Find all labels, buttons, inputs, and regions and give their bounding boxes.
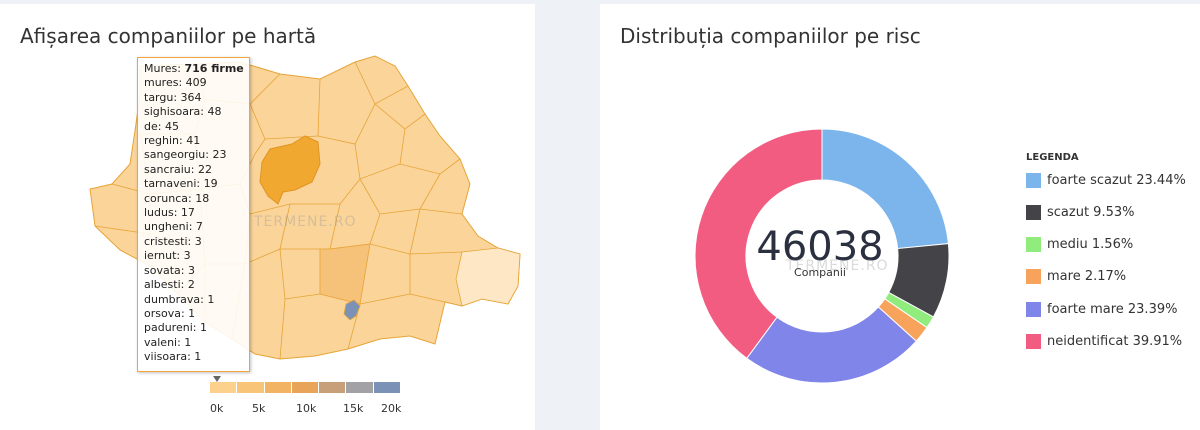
legend-label: foarte scazut 23.44% — [1047, 172, 1186, 188]
scale-segment — [210, 382, 238, 393]
legend-label: neidentificat 39.91% — [1047, 334, 1183, 349]
legend-label: mare 2.17% — [1047, 269, 1127, 285]
tooltip-total: 716 firme — [184, 62, 244, 75]
risk-donut-chart[interactable] — [600, 4, 1200, 430]
legend-swatch — [1026, 204, 1041, 220]
scale-segment — [319, 382, 347, 393]
region-medium-1[interactable] — [319, 243, 371, 305]
legend-swatch — [1026, 269, 1041, 285]
legend-title: LEGENDA — [1026, 152, 1079, 163]
color-scale — [210, 382, 400, 393]
tooltip-row: albesti: 2 — [144, 278, 195, 292]
map-watermark: TERMENE.RO — [254, 214, 357, 230]
scale-label: 20k — [381, 402, 402, 415]
tooltip-row: sancraiu: 22 — [144, 162, 212, 176]
legend-item-mediu[interactable]: mediu 1.56% — [1026, 237, 1133, 253]
tooltip-row: ungheni: 7 — [144, 220, 203, 234]
legend-swatch — [1026, 237, 1041, 253]
legend-item-foarte-mare[interactable]: foarte mare 23.39% — [1026, 301, 1177, 317]
tooltip-row: tarnaveni: 19 — [144, 177, 218, 191]
tooltip-row: padureni: 1 — [144, 321, 207, 335]
risk-panel-title: Distribuția companiilor pe risc — [620, 24, 921, 48]
donut-slice-neidentificat[interactable] — [694, 128, 823, 360]
county-mures-highlight[interactable] — [259, 135, 321, 205]
legend-item-neidentificat[interactable]: neidentificat 39.91% — [1026, 334, 1182, 350]
legend-label: foarte mare 23.39% — [1047, 301, 1178, 317]
county-bucuresti[interactable] — [343, 299, 361, 321]
tooltip-row: sovata: 3 — [144, 263, 195, 277]
tooltip-row: targu: 364 — [144, 90, 202, 104]
tooltip-row: reghin: 41 — [144, 134, 201, 148]
legend-label: mediu 1.56% — [1047, 237, 1134, 253]
region-dobrogea[interactable] — [455, 247, 521, 307]
tooltip-row: viisoara: 1 — [144, 350, 202, 364]
scale-label: 15k — [343, 402, 364, 415]
tooltip-county: Mures: — [144, 62, 181, 75]
donut-center-value: 46038 — [756, 224, 884, 270]
tooltip-row: sighisoara: 48 — [144, 105, 222, 119]
legend-swatch — [1026, 172, 1041, 188]
tooltip-row: dumbrava: 1 — [144, 292, 215, 306]
scale-label: 0k — [210, 402, 224, 415]
legend-item-foarte-scazut[interactable]: foarte scazut 23.44% — [1026, 172, 1186, 188]
tooltip-row: corunca: 18 — [144, 191, 210, 205]
legend-item-scazut[interactable]: scazut 9.53% — [1026, 204, 1134, 220]
tooltip-row: mures: 409 — [144, 76, 207, 90]
tooltip-rows: mures: 409 targu: 364 sighisoara: 48 de: 45… — [144, 76, 249, 364]
legend-swatch — [1026, 334, 1041, 349]
scale-pointer-icon — [213, 376, 221, 382]
tooltip-row: de: 45 — [144, 119, 179, 133]
legend-label: scazut 9.53% — [1047, 204, 1135, 220]
tooltip-title: Mures: 716 firme — [144, 62, 249, 76]
scale-segment — [264, 382, 292, 393]
scale-segment — [346, 382, 374, 393]
scale-segment — [237, 382, 265, 393]
map-panel-title: Afișarea companiilor pe hartă — [20, 24, 317, 48]
tooltip-row: orsova: 1 — [144, 306, 196, 320]
donut-center-label: Companii — [794, 266, 846, 279]
tooltip-row: sangeorgiu: 23 — [144, 148, 227, 162]
donut-watermark: TERMENE.RO — [786, 258, 889, 274]
tooltip-row: iernut: 3 — [144, 249, 191, 263]
tooltip-row: valeni: 1 — [144, 335, 192, 349]
scale-label: 10k — [296, 402, 317, 415]
tooltip-row: cristesti: 3 — [144, 234, 202, 248]
scale-segment — [291, 382, 320, 393]
county-tooltip: Mures: 716 firme mures: 409 targu: 364 sig… — [137, 57, 250, 372]
tooltip-row: ludus: 17 — [144, 206, 195, 220]
scale-segment — [373, 382, 400, 393]
scale-label: 5k — [252, 402, 266, 415]
legend-swatch — [1026, 301, 1041, 317]
risk-panel: Distribuția companiilor pe risc 46038 Co… — [600, 4, 1200, 430]
legend-item-mare[interactable]: mare 2.17% — [1026, 269, 1126, 285]
map-panel: Afișarea companiilor pe hartă — [0, 4, 535, 430]
